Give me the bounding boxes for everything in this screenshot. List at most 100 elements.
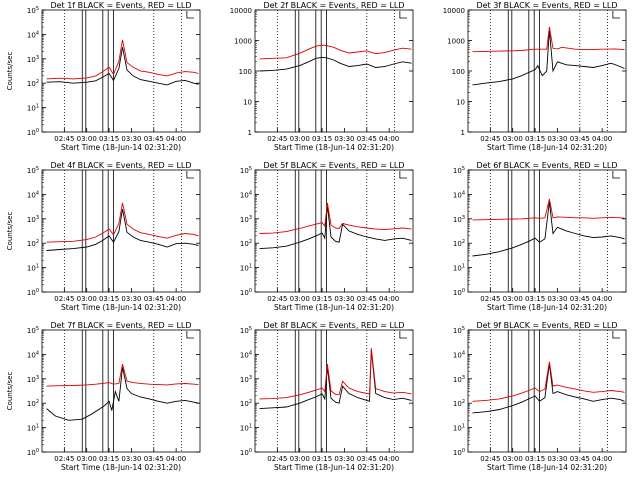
y-tick-label: 100 [453, 288, 465, 297]
x-tick-label: 03:00 [503, 455, 523, 463]
x-tick-label: 03:45 [570, 295, 590, 303]
x-tick-label: 04:00 [592, 455, 612, 463]
y-tick-label: 10 [243, 99, 252, 107]
plot-frame [254, 169, 414, 293]
x-tick-label: 03:30 [334, 135, 354, 143]
y-tick-label: 104 [240, 190, 252, 199]
x-tick-label: 03:15 [312, 295, 332, 303]
x-tick-label: 03:30 [121, 455, 141, 463]
y-axis-label: Counts/sec [6, 52, 14, 91]
plot-frame [467, 329, 627, 453]
x-tick-label: 03:30 [121, 295, 141, 303]
x-tick-label: 02:45 [480, 455, 500, 463]
series-line-events [46, 47, 199, 86]
chart-panel-7: Det 7f BLACK = Events, RED = LLD 100 101 10… [6, 321, 201, 472]
x-tick-label: 03:00 [503, 295, 523, 303]
y-tick-label: 101 [27, 104, 39, 113]
y-tick-label: 100 [240, 288, 252, 297]
chart-panel-8: Det 8f BLACK = Events, RED = LLD 100 101 10… [240, 321, 414, 472]
x-tick-label: 04:00 [379, 455, 399, 463]
x-tick-label: 02:45 [54, 455, 74, 463]
attenuator-marker [186, 171, 195, 179]
y-tick-label: 100 [27, 128, 39, 137]
series-line-lld [259, 202, 412, 234]
series-line-lld [46, 202, 199, 243]
series-line-events [472, 30, 625, 86]
y-tick-label: 101 [27, 424, 39, 433]
x-tick-label: 03:00 [290, 295, 310, 303]
chart-title: Det 2f BLACK = Events, RED = LLD [263, 1, 404, 10]
series-line-events [46, 367, 199, 421]
y-axis-label: Counts/sec [6, 372, 14, 411]
y-tick-label: 104 [240, 350, 252, 359]
y-tick-label: 104 [27, 30, 39, 39]
y-tick-label: 104 [27, 350, 39, 359]
plot-frame [467, 169, 627, 293]
plot-frame [41, 169, 201, 293]
chart-panel-3: Det 3f BLACK = Events, RED = LLD 1 10 100 10… [443, 1, 627, 152]
plot-frame [41, 9, 201, 133]
x-tick-label: 04:00 [592, 295, 612, 303]
y-tick-label: 102 [27, 79, 39, 88]
x-tick-label: 03:45 [144, 135, 164, 143]
chart-panel-1: Det 1f BLACK = Events, RED = LLD 100 101 10… [6, 1, 201, 152]
y-tick-label: 100 [452, 68, 465, 76]
y-tick-label: 103 [240, 375, 252, 384]
y-tick-label: 100 [240, 448, 252, 457]
chart-panel-9: Det 9f BLACK = Events, RED = LLD 100 101 10… [453, 321, 627, 472]
series-line-lld [472, 26, 625, 53]
y-tick-label: 103 [240, 215, 252, 224]
series-line-events [472, 201, 625, 257]
series-line-events [259, 205, 412, 250]
x-tick-label: 04:00 [166, 295, 186, 303]
x-axis-label: Start Time (18-Jun-14 02:31:20) [274, 303, 394, 312]
chart-title: Det 8f BLACK = Events, RED = LLD [263, 321, 404, 330]
y-tick-label: 101 [27, 264, 39, 273]
chart-title: Det 6f BLACK = Events, RED = LLD [476, 161, 617, 170]
x-tick-label: 03:45 [357, 135, 377, 143]
attenuator-marker [399, 11, 408, 19]
x-tick-label: 03:15 [99, 135, 119, 143]
attenuator-marker [612, 331, 621, 339]
x-axis-label: Start Time (18-Jun-14 02:31:20) [487, 463, 607, 472]
x-tick-label: 03:00 [290, 455, 310, 463]
y-tick-label: 102 [27, 239, 39, 248]
x-tick-label: 03:15 [99, 455, 119, 463]
series-line-lld [472, 198, 625, 221]
y-tick-label: 103 [27, 375, 39, 384]
x-tick-label: 04:00 [166, 455, 186, 463]
y-tick-label: 104 [453, 190, 465, 199]
attenuator-marker [399, 331, 408, 339]
x-tick-label: 03:45 [144, 295, 164, 303]
y-tick-label: 100 [27, 288, 39, 297]
y-tick-label: 104 [453, 350, 465, 359]
x-axis-label: Start Time (18-Jun-14 02:31:20) [274, 143, 394, 152]
y-tick-label: 1 [248, 129, 252, 137]
x-tick-label: 03:00 [77, 135, 97, 143]
x-tick-label: 03:15 [525, 455, 545, 463]
x-tick-label: 03:45 [144, 455, 164, 463]
y-tick-label: 101 [453, 424, 465, 433]
x-tick-label: 02:45 [54, 295, 74, 303]
x-tick-label: 03:45 [570, 135, 590, 143]
chart-title: Det 9f BLACK = Events, RED = LLD [476, 321, 617, 330]
attenuator-marker [186, 11, 195, 19]
chart-title: Det 7f BLACK = Events, RED = LLD [50, 321, 191, 330]
y-tick-label: 100 [239, 68, 252, 76]
x-axis-label: Start Time (18-Jun-14 02:31:20) [487, 143, 607, 152]
x-axis-label: Start Time (18-Jun-14 02:31:20) [61, 143, 181, 152]
attenuator-marker [612, 11, 621, 19]
x-axis-label: Start Time (18-Jun-14 02:31:20) [61, 463, 181, 472]
y-tick-label: 102 [453, 399, 465, 408]
y-tick-label: 101 [453, 264, 465, 273]
x-tick-label: 03:00 [77, 455, 97, 463]
x-tick-label: 03:45 [570, 455, 590, 463]
x-tick-label: 03:15 [312, 455, 332, 463]
attenuator-marker [399, 171, 408, 179]
series-line-events [259, 56, 412, 72]
x-tick-label: 04:00 [379, 135, 399, 143]
series-line-events [472, 364, 625, 414]
x-tick-label: 03:30 [334, 455, 354, 463]
x-tick-label: 04:00 [166, 135, 186, 143]
